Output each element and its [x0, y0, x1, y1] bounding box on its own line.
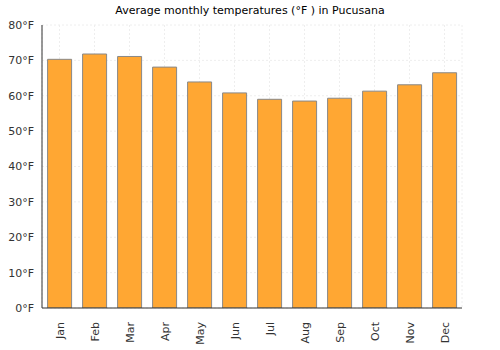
svg-text:Jun: Jun: [229, 322, 242, 340]
svg-text:Feb: Feb: [89, 322, 102, 341]
svg-text:Jul: Jul: [264, 322, 277, 336]
svg-text:May: May: [194, 322, 207, 345]
svg-text:Nov: Nov: [404, 322, 417, 344]
svg-text:30°F: 30°F: [8, 196, 34, 209]
svg-text:Aug: Aug: [299, 322, 312, 343]
svg-text:50°F: 50°F: [8, 125, 34, 138]
svg-text:Jan: Jan: [54, 322, 67, 340]
svg-text:Dec: Dec: [439, 322, 452, 343]
svg-text:Mar: Mar: [124, 322, 137, 343]
svg-text:20°F: 20°F: [8, 231, 34, 244]
svg-text:Apr: Apr: [159, 322, 172, 342]
svg-text:70°F: 70°F: [8, 54, 34, 67]
svg-text:10°F: 10°F: [8, 267, 34, 280]
svg-text:80°F: 80°F: [8, 19, 34, 32]
svg-text:Sep: Sep: [334, 322, 347, 343]
html-text:Average monthly temperatures (: Average monthly temperatures (°F ) in Pu…: [115, 4, 385, 17]
svg-text:0°F: 0°F: [15, 302, 34, 315]
svg-text:60°F: 60°F: [8, 90, 34, 103]
svg-text:40°F: 40°F: [8, 160, 34, 173]
svg-text:Oct: Oct: [369, 321, 382, 341]
